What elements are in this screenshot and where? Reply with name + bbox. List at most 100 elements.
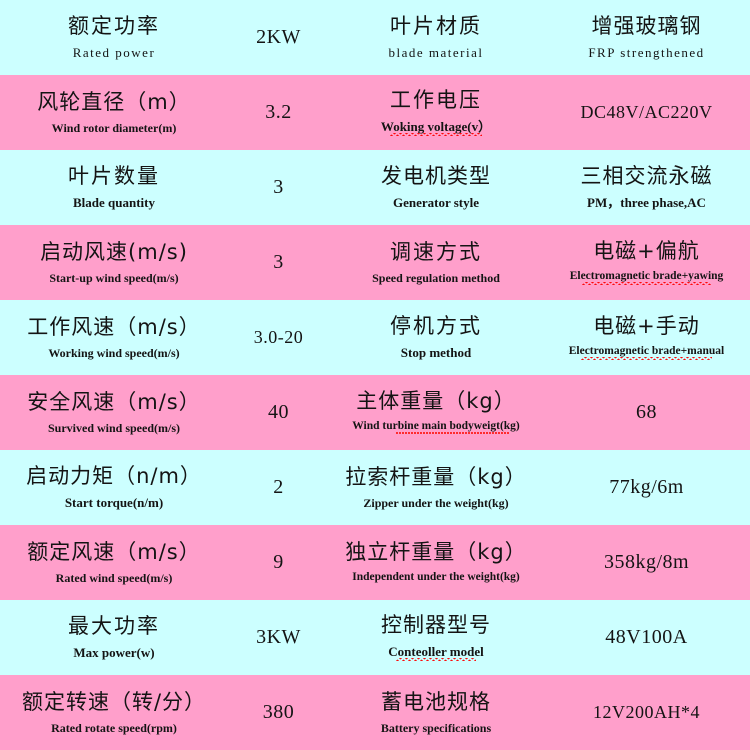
label-english: Stop method [400, 345, 472, 360]
label-chinese: 启动风速(m/s) [40, 239, 188, 264]
table-row: 额定功率 Rated power 2KW 叶片材质 blade material 增强玻璃… [0, 0, 750, 75]
table-row: 最大功率 Max power(w) 3KW 控制器型号 Conteoller model… [0, 600, 750, 675]
parameter-label-cell: 额定转速（转/分） Rated rotate speed(rpm) [0, 675, 228, 750]
label-chinese: 增强玻璃钢 [591, 14, 702, 38]
parameter-value-2-cell: 12V200AH*4 [543, 675, 750, 750]
parameter-value-cell: 3KW [228, 600, 329, 675]
parameter-value-2-cell: 电磁+偏航 Electromagnetic brade+yawing [543, 225, 750, 300]
parameter-value-2-cell: 增强玻璃钢 FRP strengthened [543, 0, 750, 75]
parameter-label-cell: 启动力矩（n/m） Start torque(n/m) [0, 450, 228, 525]
label-stack-primary: 启动力矩（n/m） Start torque(n/m) [0, 464, 228, 511]
parameter-value-2: 358kg/8m [603, 551, 690, 573]
label-stack-secondary: 停机方式 Stop method [329, 314, 543, 361]
parameter-label-2-cell: 蓄电池规格 Battery specifications [329, 675, 543, 750]
label-english: Generator style [392, 195, 480, 210]
label-stack-primary: 风轮直径（m） Wind rotor diameter(m) [0, 90, 228, 136]
label-stack-primary: 叶片数量 Blade quantity [0, 164, 228, 211]
parameter-label-2-cell: 拉索杆重量（kg） Zipper under the weight(kg) [329, 450, 543, 525]
label-stack-secondary: 叶片材质 blade material [329, 14, 543, 61]
label-stack-primary: 工作风速（m/s） Working wind speed(m/s) [0, 315, 228, 361]
parameter-value: 3.0-20 [253, 327, 304, 347]
label-english: PM，three phase,AC [587, 195, 706, 210]
parameter-value-2-cell: 68 [543, 375, 750, 450]
label-chinese: 电磁+手动 [593, 313, 700, 338]
parameter-value-2-cell: DC48V/AC220V [543, 75, 750, 150]
label-english: Battery specifications [380, 720, 492, 735]
parameter-value-2-cell: 电磁+手动 Electromagnetic brade+manual [543, 300, 750, 375]
parameter-value-2: 48V100A [605, 626, 688, 648]
parameter-value-2: 68 [636, 401, 657, 423]
label-english: Max power(w) [73, 645, 155, 660]
label-chinese: 工作风速（m/s） [27, 314, 201, 339]
parameter-label-2-cell: 主体重量（kg） Wind turbine main bodyweigt(kg) [329, 375, 543, 450]
label-stack-secondary: 主体重量（kg） Wind turbine main bodyweigt(kg) [329, 389, 543, 437]
parameter-value-cell: 2 [228, 450, 329, 525]
parameter-label-cell: 安全风速（m/s） Survived wind speed(m/s) [0, 375, 228, 450]
parameter-value-cell: 40 [228, 375, 329, 450]
label-chinese: 启动力矩（n/m） [26, 464, 202, 488]
parameter-value-cell: 3 [228, 225, 329, 300]
parameter-value: 9 [273, 551, 284, 573]
label-english: Blade quantity [73, 195, 155, 210]
parameter-value-cell: 3.0-20 [228, 300, 329, 375]
parameter-value-cell: 3 [228, 150, 329, 225]
table-row: 启动风速(m/s) Start-up wind speed(m/s) 3 调速方式 Sp… [0, 225, 750, 300]
label-chinese: 三相交流永磁 [580, 164, 713, 188]
value-stack: 增强玻璃钢 FRP strengthened [543, 14, 750, 61]
label-stack-secondary: 控制器型号 Conteoller model [329, 613, 543, 662]
parameter-value: 2KW [256, 26, 301, 48]
value-stack: 电磁+手动 Electromagnetic brade+manual [543, 314, 750, 362]
parameter-value: 40 [268, 401, 289, 423]
parameter-label-2-cell: 工作电压 Woking voltage(v） [329, 75, 543, 150]
parameter-value-2-cell: 77kg/6m [543, 450, 750, 525]
label-english: Electromagnetic brade+yawing [570, 270, 723, 285]
label-english: Working wind speed(m/s) [48, 345, 180, 360]
parameter-value: 3.2 [265, 101, 292, 123]
parameter-label-2-cell: 叶片材质 blade material [329, 0, 543, 75]
parameter-value-2-cell: 358kg/8m [543, 525, 750, 600]
label-stack-secondary: 工作电压 Woking voltage(v） [329, 88, 543, 137]
label-english: Start-up wind speed(m/s) [49, 270, 179, 285]
parameter-value-cell: 3.2 [228, 75, 329, 150]
label-english: Independent under the weight(kg) [352, 570, 520, 583]
parameter-label-cell: 叶片数量 Blade quantity [0, 150, 228, 225]
label-stack-primary: 额定功率 Rated power [0, 14, 228, 61]
parameter-value-2: DC48V/AC220V [580, 102, 713, 122]
label-stack-primary: 启动风速(m/s) Start-up wind speed(m/s) [0, 240, 228, 286]
label-chinese: 安全风速（m/s） [27, 389, 201, 414]
label-chinese: 主体重量（kg） [356, 388, 516, 413]
label-stack-secondary: 拉索杆重量（kg） Zipper under the weight(kg) [329, 465, 543, 511]
label-chinese: 蓄电池规格 [381, 689, 491, 714]
label-english: Rated wind speed(m/s) [55, 570, 173, 585]
label-chinese: 额定功率 [68, 14, 160, 38]
table-row: 工作风速（m/s） Working wind speed(m/s) 3.0-20 停机… [0, 300, 750, 375]
label-stack-secondary: 调速方式 Speed regulation method [329, 240, 543, 286]
label-english: Conteoller model [388, 644, 484, 661]
parameter-label-cell: 启动风速(m/s) Start-up wind speed(m/s) [0, 225, 228, 300]
label-chinese: 电磁+偏航 [593, 238, 700, 263]
label-chinese: 风轮直径（m） [37, 89, 191, 114]
label-stack-primary: 最大功率 Max power(w) [0, 614, 228, 661]
label-english: Wind turbine main bodyweigt(kg) [352, 420, 520, 435]
parameter-label-cell: 风轮直径（m） Wind rotor diameter(m) [0, 75, 228, 150]
table-row: 叶片数量 Blade quantity 3 发电机类型 Generator style 三… [0, 150, 750, 225]
label-chinese: 叶片材质 [390, 14, 482, 38]
label-english: Start torque(n/m) [64, 495, 164, 510]
label-chinese: 拉索杆重量（kg） [345, 464, 527, 489]
parameter-value: 2 [273, 476, 284, 498]
parameter-value-2: 12V200AH*4 [593, 702, 700, 722]
label-english: Speed regulation method [372, 270, 500, 285]
label-chinese: 额定风速（m/s） [27, 539, 201, 564]
label-english: Survived wind speed(m/s) [47, 420, 181, 435]
table-row: 额定转速（转/分） Rated rotate speed(rpm) 380 蓄电池规格… [0, 675, 750, 750]
parameter-value: 3 [273, 251, 284, 273]
label-chinese: 叶片数量 [68, 164, 160, 188]
label-stack-primary: 额定风速（m/s） Rated wind speed(m/s) [0, 540, 228, 586]
parameter-value-2-cell: 三相交流永磁 PM，three phase,AC [543, 150, 750, 225]
parameter-value-cell: 2KW [228, 0, 329, 75]
value-stack: 三相交流永磁 PM，three phase,AC [543, 164, 750, 211]
label-english: Electromagnetic brade+manual [569, 345, 724, 360]
label-english: Rated rotate speed(rpm) [51, 720, 177, 735]
